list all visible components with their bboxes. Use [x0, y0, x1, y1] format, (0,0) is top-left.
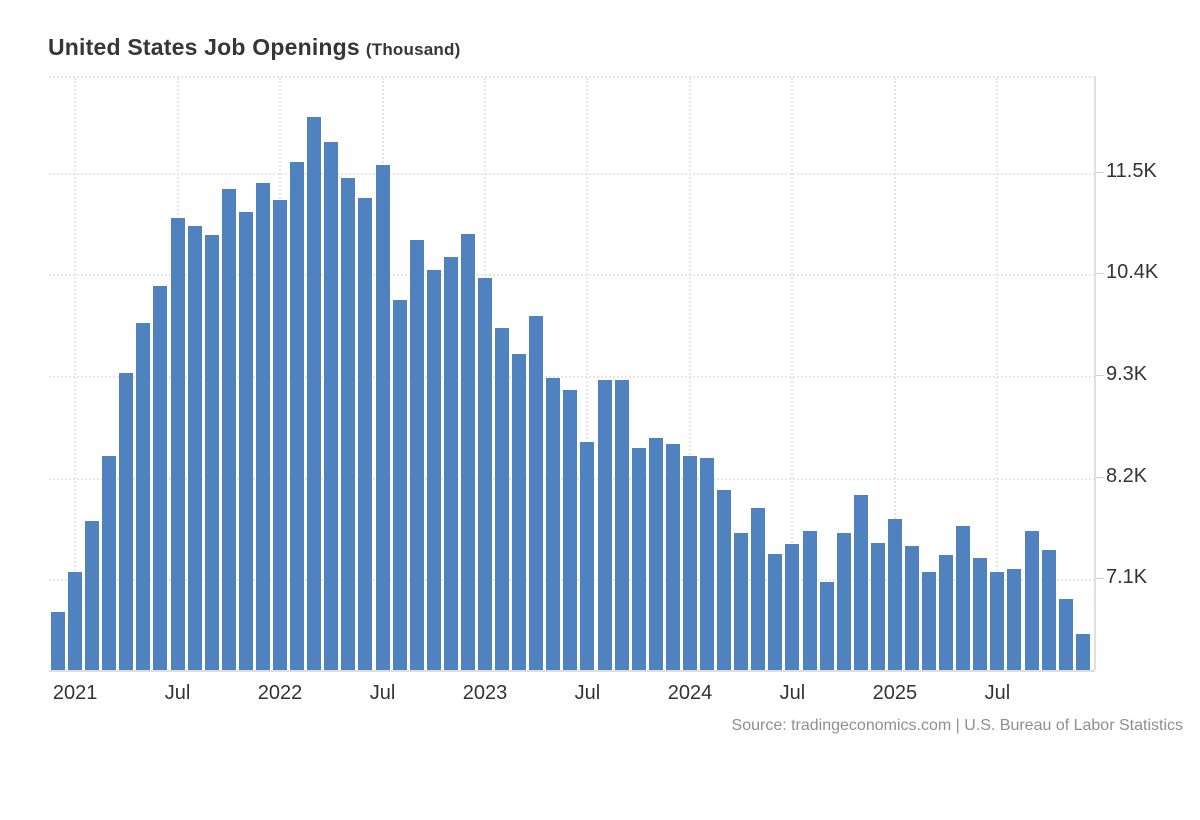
y-gridline [49, 172, 1095, 175]
bar-dec-2021[interactable] [255, 182, 270, 672]
bar-feb-2024[interactable] [700, 457, 715, 672]
x-gridline [688, 78, 691, 670]
bar-nov-2021[interactable] [238, 211, 253, 672]
bar-jul-2024[interactable] [785, 544, 800, 672]
y-axis-label: 8.2K [1106, 464, 1148, 487]
bar-jan-2022[interactable] [273, 199, 288, 672]
bar-feb-2025[interactable] [905, 546, 919, 672]
bar-may-2021[interactable] [136, 322, 151, 672]
y-axis-tick [1096, 476, 1104, 478]
bar-sep-2025[interactable] [1024, 530, 1039, 672]
y-axis-tick [1096, 273, 1104, 275]
bar-aug-2024[interactable] [802, 531, 817, 672]
bar-apr-2024[interactable] [734, 533, 749, 672]
bar-sep-2024[interactable] [819, 582, 834, 672]
bar-oct-2023[interactable] [631, 448, 646, 672]
bar-may-2024[interactable] [751, 508, 766, 672]
bar-mar-2021[interactable] [102, 455, 117, 672]
source-attribution: Source: tradingeconomics.com | U.S. Bure… [731, 717, 1183, 734]
x-axis-label: Jul [779, 682, 806, 704]
bar-jun-2024[interactable] [768, 553, 783, 672]
x-axis-line [49, 670, 1095, 672]
bar-dec-2023[interactable] [665, 443, 680, 672]
bar-jun-2021[interactable] [153, 285, 168, 672]
bar-dec-2025[interactable] [1075, 634, 1090, 672]
bar-jul-2025[interactable] [990, 572, 1005, 672]
y-axis-line [1094, 76, 1096, 670]
bar-mar-2025[interactable] [922, 572, 937, 672]
bar-jun-2022[interactable] [358, 197, 373, 672]
bar-may-2023[interactable] [546, 378, 561, 672]
x-axis-label: Jul [574, 682, 601, 704]
bar-oct-2025[interactable] [1041, 549, 1056, 672]
x-axis-label: Jul [984, 682, 1011, 704]
x-axis-label: Jul [369, 682, 396, 704]
bar-apr-2022[interactable] [324, 142, 339, 672]
bar-jan-2023[interactable] [478, 278, 492, 672]
bar-jan-2025[interactable] [887, 519, 902, 672]
bar-jan-2021[interactable] [68, 572, 83, 672]
bar-may-2022[interactable] [341, 178, 356, 672]
y-axis-label: 9.3K [1106, 363, 1148, 386]
bar-dec-2024[interactable] [870, 543, 885, 672]
chart-title-main: United States Job Openings [48, 34, 360, 60]
bar-may-2025[interactable] [956, 525, 971, 672]
chart-title: United States Job Openings (Thousand) [48, 34, 460, 61]
bar-jul-2022[interactable] [375, 165, 390, 672]
bar-aug-2022[interactable] [392, 300, 407, 672]
bar-jun-2023[interactable] [563, 390, 578, 672]
x-axis-label: 2022 [257, 682, 303, 704]
x-gridline [74, 78, 77, 670]
chart-title-unit: (Thousand) [365, 40, 461, 59]
y-axis-tick [1096, 171, 1104, 173]
bar-oct-2022[interactable] [426, 269, 441, 672]
bar-oct-2024[interactable] [836, 533, 851, 672]
bar-apr-2025[interactable] [939, 554, 954, 672]
y-axis-label: 11.5K [1106, 159, 1157, 182]
y-axis-tick [1096, 578, 1104, 580]
bar-feb-2022[interactable] [290, 161, 305, 672]
bar-mar-2024[interactable] [717, 489, 732, 672]
y-axis-label: 7.1K [1106, 566, 1148, 589]
bar-oct-2021[interactable] [221, 189, 236, 672]
bar-dec-2022[interactable] [460, 233, 475, 672]
bar-apr-2023[interactable] [529, 316, 544, 672]
y-gridline [49, 376, 1095, 379]
bar-jul-2021[interactable] [170, 218, 185, 672]
x-gridline [791, 78, 794, 670]
bar-jul-2023[interactable] [580, 441, 595, 672]
bar-sep-2022[interactable] [409, 240, 424, 672]
plot-area [49, 76, 1095, 672]
bar-jan-2024[interactable] [682, 455, 697, 672]
bar-nov-2025[interactable] [1058, 598, 1073, 672]
bar-sep-2023[interactable] [614, 379, 629, 672]
bar-sep-2021[interactable] [204, 234, 219, 672]
bar-nov-2024[interactable] [853, 495, 868, 672]
bar-nov-2022[interactable] [443, 256, 458, 672]
bar-aug-2025[interactable] [1007, 569, 1022, 672]
bar-feb-2023[interactable] [495, 328, 510, 672]
y-gridline [49, 274, 1095, 277]
bar-dec-2020[interactable] [51, 611, 65, 672]
x-axis-label: 2025 [872, 682, 918, 704]
bar-jun-2025[interactable] [973, 558, 988, 672]
x-gridline [893, 78, 896, 670]
bar-mar-2022[interactable] [307, 117, 322, 672]
x-axis-label: 2023 [462, 682, 508, 704]
y-axis-tick [1096, 375, 1104, 377]
x-gridline [996, 78, 999, 670]
x-gridline [586, 78, 589, 670]
bar-apr-2021[interactable] [119, 373, 134, 672]
bar-aug-2021[interactable] [187, 226, 202, 672]
bar-feb-2021[interactable] [85, 521, 100, 672]
x-axis-label: 2021 [52, 682, 98, 704]
x-axis-label: 2024 [667, 682, 713, 704]
x-axis-label: Jul [164, 682, 191, 704]
bar-nov-2023[interactable] [648, 438, 663, 672]
bar-mar-2023[interactable] [512, 353, 527, 672]
y-axis-label: 10.4K [1106, 261, 1159, 284]
bar-aug-2023[interactable] [597, 379, 612, 672]
